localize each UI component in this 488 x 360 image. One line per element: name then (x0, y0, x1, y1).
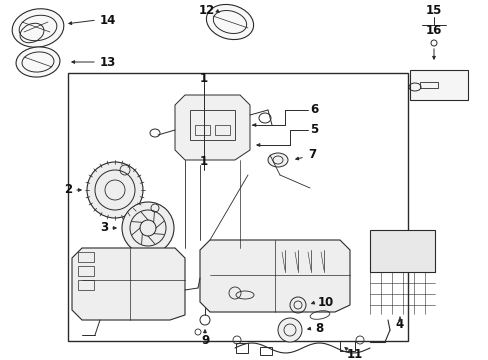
Text: 15: 15 (425, 4, 441, 17)
Bar (409, 70, 467, 100)
Bar (369, 230, 434, 272)
Text: 12: 12 (198, 4, 215, 17)
Text: 7: 7 (307, 148, 315, 162)
Bar (78, 266, 94, 276)
Text: 10: 10 (317, 296, 334, 309)
Polygon shape (200, 240, 349, 312)
Bar (339, 341, 354, 351)
Text: 8: 8 (314, 321, 323, 334)
Bar (68, 73, 407, 341)
Circle shape (278, 318, 302, 342)
Text: 2: 2 (64, 184, 72, 197)
Bar (260, 347, 271, 355)
Bar (215, 125, 229, 135)
Text: 1: 1 (200, 72, 207, 85)
Circle shape (122, 202, 174, 254)
Bar (190, 110, 235, 140)
Bar (419, 82, 437, 88)
Text: 14: 14 (100, 13, 116, 27)
Bar (195, 125, 209, 135)
Text: 16: 16 (425, 23, 441, 36)
Text: 4: 4 (395, 319, 403, 332)
Bar (236, 343, 247, 353)
Bar (78, 252, 94, 262)
Bar (78, 280, 94, 290)
Polygon shape (72, 248, 184, 320)
Text: 11: 11 (346, 348, 363, 360)
Circle shape (87, 162, 142, 218)
Polygon shape (175, 95, 249, 160)
Text: 6: 6 (309, 104, 318, 117)
Text: 5: 5 (309, 123, 318, 136)
Ellipse shape (206, 4, 253, 40)
Text: 13: 13 (100, 55, 116, 68)
Ellipse shape (12, 9, 64, 47)
Ellipse shape (267, 153, 287, 167)
Text: 9: 9 (201, 333, 209, 346)
Text: 3: 3 (100, 221, 108, 234)
Text: 1: 1 (200, 156, 207, 168)
Ellipse shape (16, 47, 60, 77)
